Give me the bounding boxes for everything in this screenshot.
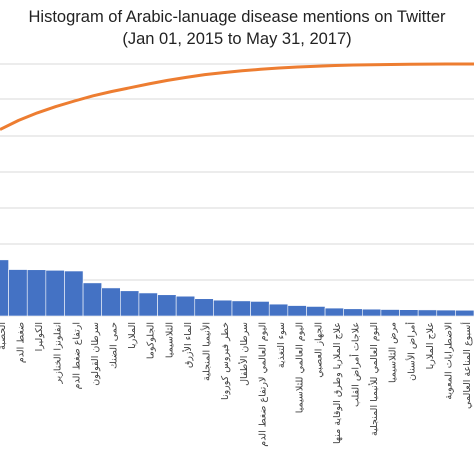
cumulative-line [0, 62, 474, 131]
x-tick-label: الماء الأزرق [182, 322, 194, 368]
x-tick-label: سرطان القولون [90, 322, 101, 386]
x-tick-label: الجلوكوما [146, 322, 157, 359]
x-tick-label: علاجات أمراض القلب [349, 322, 362, 407]
histogram-bar [64, 270, 84, 317]
x-tick-label: ضغط الدم [15, 322, 26, 363]
histogram-bar [157, 294, 177, 317]
histogram-bar [306, 306, 326, 317]
x-tick-label: أمراض الأسنان [404, 322, 417, 381]
cumulative-line-series [0, 62, 474, 131]
x-tick-label: مرض الثلاسيميا [388, 322, 399, 383]
histogram-bar [268, 303, 289, 317]
x-tick-label: أسبوع المناعة العالمي [460, 322, 473, 409]
x-tick-label: الثلاسيميا [164, 322, 175, 358]
histogram-bar [250, 301, 270, 317]
histogram-bar [0, 259, 9, 317]
histogram-bar [417, 309, 438, 317]
x-tick-label: اليوم العالمي للثلاسيميا [295, 322, 306, 413]
chart-title-block: Histogram of Arabic-lanuage disease ment… [0, 6, 474, 50]
histogram-bar [455, 309, 474, 317]
bar-series [0, 259, 474, 317]
x-tick-label: اليوم العالمي لارتفاع ضغط الدم [257, 322, 268, 447]
x-tick-labels: الحصبة ضغط الدم الكوليرا انفلونزا الخنازير ا… [0, 322, 473, 447]
histogram-bar [213, 299, 233, 317]
histogram-bar [101, 287, 121, 317]
x-tick-label: الاضطرابات المعوية [444, 322, 455, 400]
histogram-bar [287, 305, 307, 317]
x-tick-label: علاج الملاريا [425, 322, 436, 369]
histogram-bar [82, 282, 102, 317]
histogram-bar [324, 307, 344, 317]
x-tick-label: علاج الملاريا وطرق الوقاية منها [332, 322, 343, 444]
histogram-bar [194, 298, 214, 317]
x-tick-label: اليوم العالمي للأنيميا المنجلية [368, 322, 380, 436]
x-tick-label: سوء التغذية [276, 322, 287, 368]
x-tick-label: حمى الضنك [109, 322, 120, 369]
x-tick-label: سرطان الأطفال [238, 322, 250, 386]
histogram-bar [380, 309, 400, 317]
histogram-bar [138, 292, 158, 317]
histogram-bar [362, 308, 382, 317]
x-tick-label: خطر فيروس كورونا [220, 322, 231, 400]
histogram-bar [8, 269, 28, 317]
histogram-bar [343, 308, 363, 317]
x-tick-label: الملاريا [127, 322, 138, 349]
x-tick-label: الحصبة [0, 322, 8, 350]
x-tick-label: الأنيميا المنجلية [201, 322, 213, 381]
chart-subtitle: (Jan 01, 2015 to May 31, 2017) [122, 30, 352, 48]
histogram-bar [175, 295, 196, 317]
histogram-bar [26, 269, 47, 317]
x-tick-label: ارتفاع ضغط الدم [71, 322, 82, 389]
histogram-bar [231, 300, 251, 317]
histogram-bar [120, 290, 140, 317]
x-tick-label: الجهاز العصبي [313, 322, 324, 378]
histogram-bar [45, 269, 65, 317]
x-tick-label: الكوليرا [34, 322, 45, 351]
chart-title: Histogram of Arabic-lanuage disease ment… [28, 8, 446, 26]
x-tick-label: انفلونزا الخنازير [53, 322, 64, 385]
histogram-bar [399, 309, 419, 317]
histogram-bar [436, 309, 456, 317]
